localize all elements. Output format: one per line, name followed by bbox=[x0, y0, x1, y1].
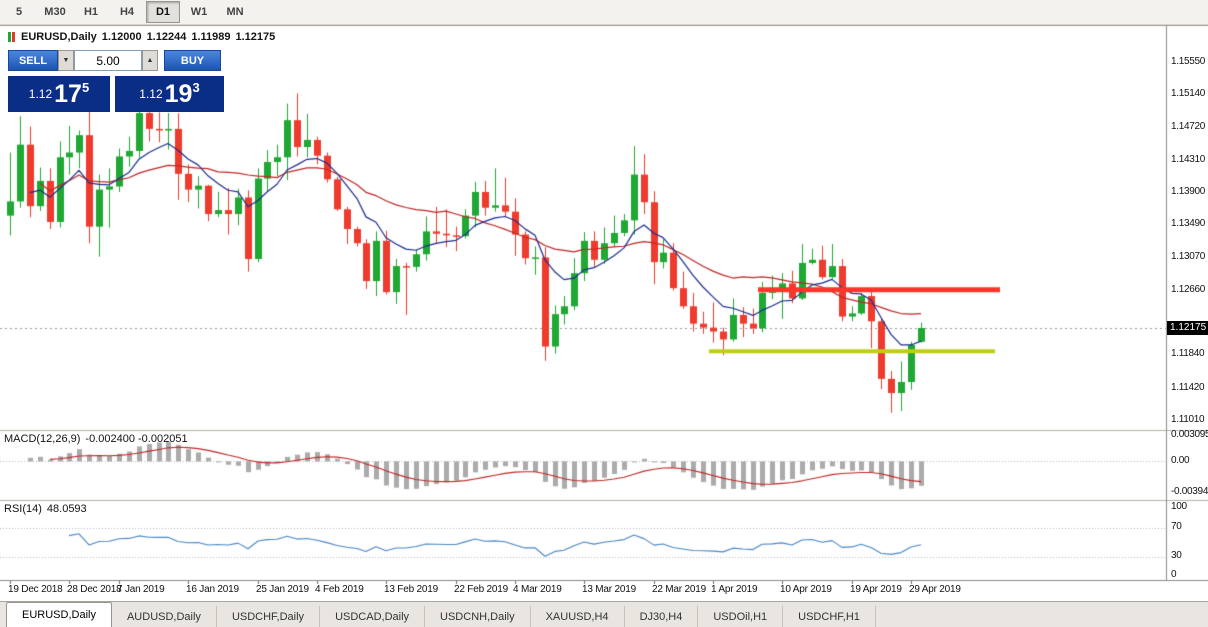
rsi-scale-30: 30 bbox=[1171, 550, 1182, 561]
price-axis-label: 1.14310 bbox=[1171, 153, 1206, 165]
chart-tab-usdcnh-daily[interactable]: USDCNH,Daily bbox=[425, 606, 531, 627]
rsi-scale-0: 0 bbox=[1171, 569, 1177, 580]
volume-input[interactable] bbox=[74, 50, 142, 71]
chart-title: EURUSD,Daily 1.12000 1.12244 1.11989 1.1… bbox=[8, 31, 275, 43]
chart-tab-xauusd-h4[interactable]: XAUUSD,H4 bbox=[531, 606, 625, 627]
rsi-scale-70: 70 bbox=[1171, 521, 1182, 532]
price-axis-label: 1.11010 bbox=[1171, 413, 1205, 425]
timeframe-button-mn[interactable]: MN bbox=[226, 6, 244, 18]
buy-price-display[interactable]: 1.12 19 3 bbox=[115, 76, 224, 112]
chart-symbol: EURUSD,Daily bbox=[21, 31, 97, 43]
buy-price-prefix: 1.12 bbox=[139, 87, 163, 101]
volume-decrease-button[interactable]: ▼ bbox=[58, 50, 74, 71]
sell-price-prefix: 1.12 bbox=[28, 87, 53, 101]
date-axis-label: 29 Apr 2019 bbox=[909, 584, 961, 595]
timeframe-toolbar: 5 M30 H1 H4 D1 W1 MN bbox=[0, 0, 1208, 25]
rsi-scale-100: 100 bbox=[1171, 501, 1187, 512]
macd-label: MACD(12,26,9) -0.002400 -0.002051 bbox=[4, 433, 188, 445]
price-axis-label: 1.13490 bbox=[1171, 218, 1206, 230]
chart-tab-usdchf-daily[interactable]: USDCHF,Daily bbox=[217, 606, 321, 627]
rsi-label: RSI(14) 48.0593 bbox=[4, 503, 87, 515]
timeframe-button-h4[interactable]: H4 bbox=[119, 6, 135, 18]
timeframe-button-d1[interactable]: D1 bbox=[146, 1, 180, 23]
ohlc-low: 1.11989 bbox=[191, 31, 231, 43]
price-axis-label: 1.14720 bbox=[1171, 121, 1206, 133]
date-axis-label: 22 Mar 2019 bbox=[652, 584, 706, 595]
sell-button[interactable]: SELL bbox=[8, 50, 58, 71]
timeframe-button-5[interactable]: 5 bbox=[15, 6, 23, 18]
rsi-name: RSI(14) bbox=[4, 503, 42, 515]
macd-name: MACD(12,26,9) bbox=[4, 433, 81, 445]
macd-scale-max: 0.003095 bbox=[1171, 429, 1208, 440]
current-price-label: 1.12175 bbox=[1167, 321, 1208, 335]
chart-tab-usdoil-h1[interactable]: USDOil,H1 bbox=[698, 606, 784, 627]
date-axis[interactable]: 19 Dec 2018 28 Dec 2018 7 Jan 2019 16 Jan 2… bbox=[0, 581, 1166, 600]
buy-price-sup: 3 bbox=[192, 80, 200, 95]
chart-tab-usdcad-daily[interactable]: USDCAD,Daily bbox=[320, 606, 426, 627]
sell-price-big: 17 bbox=[54, 79, 82, 108]
buy-button[interactable]: BUY bbox=[164, 50, 221, 71]
chart-tab-usdchf-h1[interactable]: USDCHF,H1 bbox=[783, 606, 876, 627]
date-axis-label: 10 Apr 2019 bbox=[780, 584, 832, 595]
ohlc-close: 1.12175 bbox=[235, 31, 276, 43]
chart-tabs-bar: EURUSD,Daily AUDUSD,Daily USDCHF,Daily USDC… bbox=[0, 601, 1208, 627]
date-axis-label: 1 Apr 2019 bbox=[711, 584, 758, 595]
ohlc-high: 1.12244 bbox=[146, 31, 187, 43]
date-axis-label: 28 Dec 2018 bbox=[67, 584, 122, 595]
price-axis-label: 1.12660 bbox=[1171, 283, 1206, 295]
date-axis-label: 7 Jan 2019 bbox=[117, 584, 165, 595]
candlestick-icon bbox=[8, 32, 16, 42]
buy-price-big: 19 bbox=[164, 79, 193, 108]
date-axis-label: 25 Jan 2019 bbox=[256, 584, 309, 595]
date-axis-label: 4 Mar 2019 bbox=[513, 584, 562, 595]
date-axis-label: 19 Dec 2018 bbox=[8, 584, 63, 595]
rsi-value: 48.0593 bbox=[46, 503, 87, 515]
date-axis-label: 13 Mar 2019 bbox=[582, 584, 636, 595]
sell-price-sup: 5 bbox=[81, 80, 90, 95]
macd-scale-zero: 0.00 bbox=[1171, 455, 1190, 466]
chart-tab-dj30-h4[interactable]: DJ30,H4 bbox=[625, 606, 699, 627]
timeframe-button-w1[interactable]: W1 bbox=[190, 6, 208, 18]
chart-tab-audusd-daily[interactable]: AUDUSD,Daily bbox=[112, 606, 217, 627]
price-scale[interactable]: 1.15550 1.15140 1.14720 1.14310 1.13900 1.134… bbox=[1166, 26, 1208, 580]
date-axis-label: 22 Feb 2019 bbox=[454, 584, 508, 595]
current-price-value: 1.12175 bbox=[1170, 322, 1207, 333]
date-axis-label: 4 Feb 2019 bbox=[315, 584, 364, 595]
price-axis-label: 1.13900 bbox=[1171, 185, 1206, 197]
chart-tab-eurusd-daily[interactable]: EURUSD,Daily bbox=[6, 602, 112, 627]
macd-scale-min: -0.003942 bbox=[1171, 486, 1208, 497]
date-axis-label: 13 Feb 2019 bbox=[384, 584, 438, 595]
date-axis-label: 19 Apr 2019 bbox=[850, 584, 902, 595]
price-axis-label: 1.11420 bbox=[1171, 381, 1205, 393]
date-axis-label: 16 Jan 2019 bbox=[186, 584, 239, 595]
volume-increase-button[interactable]: ▲ bbox=[142, 50, 158, 71]
sell-price-display[interactable]: 1.12 17 5 bbox=[8, 76, 110, 112]
ohlc-open: 1.12000 bbox=[101, 31, 142, 43]
price-axis-label: 1.15140 bbox=[1171, 88, 1206, 100]
price-axis-label: 1.15550 bbox=[1171, 55, 1206, 67]
macd-values: -0.002400 -0.002051 bbox=[85, 433, 188, 445]
timeframe-button-m30[interactable]: M30 bbox=[44, 6, 66, 18]
one-click-trading-panel: SELL ▼ ▲ BUY 1.12 17 5 1.12 19 3 bbox=[8, 50, 226, 112]
timeframe-button-h1[interactable]: H1 bbox=[83, 6, 99, 18]
price-axis-label: 1.11840 bbox=[1171, 348, 1205, 360]
price-axis-label: 1.13070 bbox=[1171, 251, 1206, 263]
